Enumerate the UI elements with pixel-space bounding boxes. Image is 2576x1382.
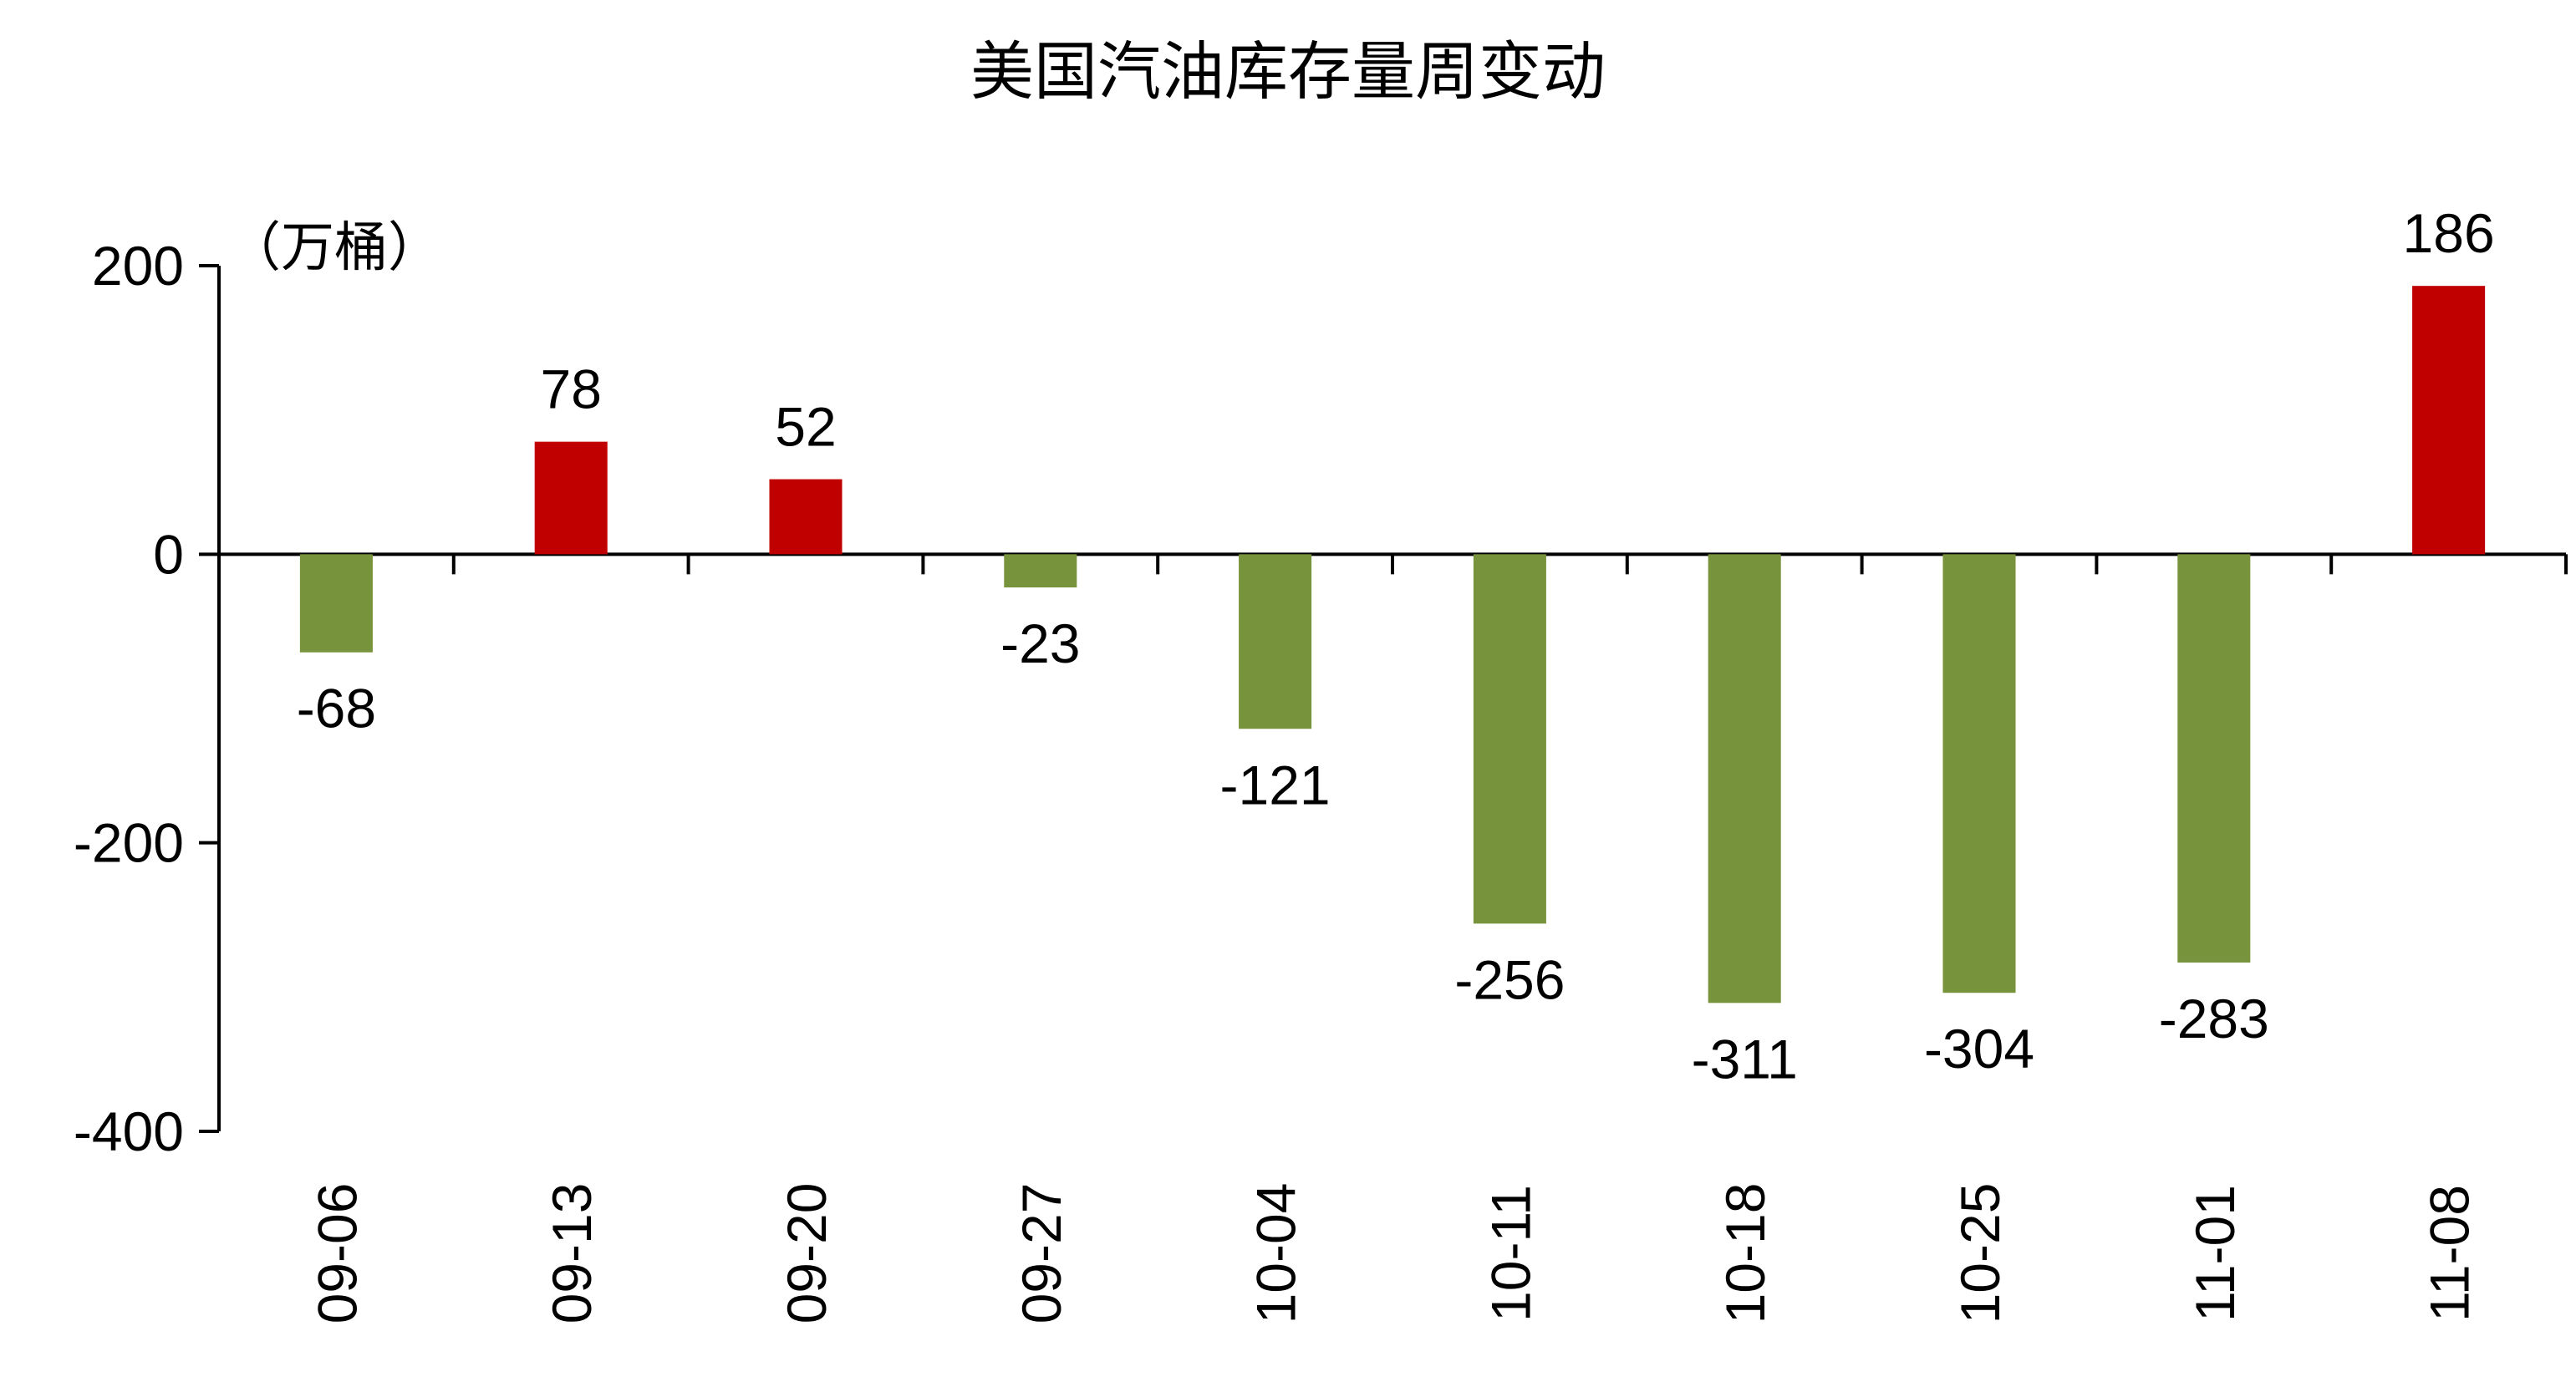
data-label: -23 xyxy=(1000,612,1080,674)
x-tick-label: 09-27 xyxy=(1011,1183,1072,1324)
x-tick-label: 09-06 xyxy=(306,1183,368,1324)
bar xyxy=(2412,286,2486,555)
data-label: -311 xyxy=(1692,1028,1798,1090)
x-tick-label: 09-20 xyxy=(776,1183,837,1324)
bar xyxy=(299,554,373,653)
bar xyxy=(769,479,843,555)
bar xyxy=(2177,554,2251,963)
x-tick-label: 10-25 xyxy=(1949,1183,2011,1324)
x-tick-label: 10-11 xyxy=(1479,1185,1541,1322)
x-tick-label: 11-08 xyxy=(2419,1185,2481,1322)
data-label: -68 xyxy=(297,678,376,739)
plot-area: 200 0 -200 -400 -68 09-06 78 09-13 52 09-20 -23 09-… xyxy=(74,202,2568,1324)
x-tick-label: 10-04 xyxy=(1245,1183,1307,1324)
data-label: 186 xyxy=(2403,202,2495,264)
x-tick-label: 09-13 xyxy=(541,1183,603,1324)
y-tick-label: -400 xyxy=(74,1100,184,1162)
bar xyxy=(1239,554,1312,729)
y-tick-label: 200 xyxy=(92,235,184,297)
data-label: -304 xyxy=(1924,1018,2034,1080)
data-label: -121 xyxy=(1220,754,1331,815)
y-unit-label: （万桶） xyxy=(227,217,441,279)
data-label: 78 xyxy=(540,358,601,420)
x-tick-label: 10-18 xyxy=(1714,1183,1776,1324)
chart-title: 美国汽油库存量周变动 xyxy=(970,34,1606,109)
data-label: -283 xyxy=(2159,988,2269,1049)
bar xyxy=(1942,554,2016,993)
bar xyxy=(1004,554,1077,588)
bar xyxy=(1708,554,1781,1003)
bar xyxy=(1473,554,1546,924)
y-tick-label: -200 xyxy=(74,812,184,874)
data-label: 52 xyxy=(775,396,836,458)
y-tick-label: 0 xyxy=(153,523,184,585)
data-label: -256 xyxy=(1454,948,1565,1010)
bar xyxy=(534,441,608,555)
x-tick-label: 11-01 xyxy=(2184,1185,2246,1322)
